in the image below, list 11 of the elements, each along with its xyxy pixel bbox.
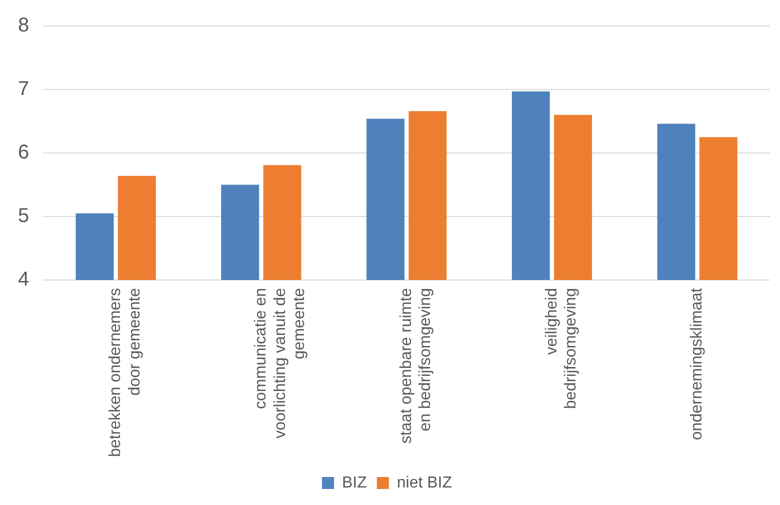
x-tick-label: betrekken ondernemers door gemeente bbox=[107, 288, 144, 457]
legend-label: BIZ bbox=[342, 474, 368, 492]
y-tick-label: 6 bbox=[18, 142, 30, 164]
x-tick-label: communicatie en voorlichting vanuit de gemeente bbox=[252, 288, 308, 438]
legend-label: niet BIZ bbox=[396, 474, 452, 492]
y-tick-label: 8 bbox=[18, 14, 30, 37]
x-tick-label: veiligheid bedrijfsomgeving bbox=[543, 288, 580, 409]
y-tick-label: 7 bbox=[18, 78, 30, 100]
y-tick-label: 4 bbox=[18, 268, 30, 291]
x-tick-label: ondernemingsklimaat bbox=[688, 287, 706, 440]
y-tick-label: 5 bbox=[18, 205, 30, 228]
